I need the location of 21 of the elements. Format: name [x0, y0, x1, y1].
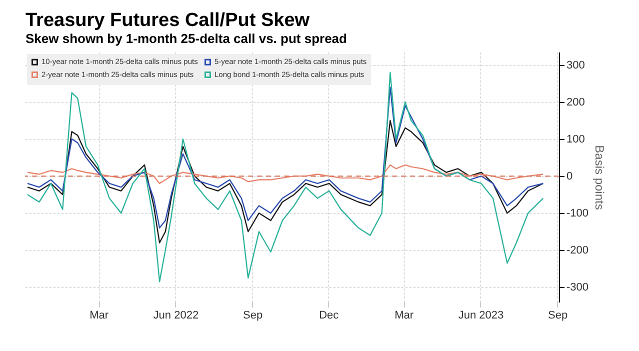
x-tick-label: Jun 2023 — [458, 310, 504, 322]
x-tick-label: Mar — [90, 310, 109, 322]
line-series — [26, 120, 544, 244]
y-tick-label: 300 — [566, 59, 585, 72]
x-tick-label: Sep — [243, 310, 263, 322]
y-tick-label: 100 — [566, 134, 585, 146]
line-series — [26, 86, 544, 229]
x-tick-label: Mar — [394, 310, 414, 322]
x-tick-label: Jun 2022 — [153, 310, 199, 322]
line-series — [26, 164, 544, 184]
y-tick-label: -200 — [566, 244, 589, 257]
y-tick-label: 200 — [566, 96, 585, 108]
chart-title: Treasury Futures Call/Put Skew — [26, 10, 310, 31]
chart-subtitle: Skew shown by 1-month 25-delta call vs. put spread — [26, 31, 348, 46]
x-tick-label: Dec — [319, 310, 340, 322]
y-tick-label: 0 — [566, 170, 573, 183]
y-axis-title: Basis points — [592, 145, 607, 210]
y-tick-label: -100 — [566, 208, 589, 220]
line-series — [26, 72, 544, 282]
x-tick-label: Sep — [548, 310, 568, 322]
y-tick-label: -300 — [566, 282, 589, 294]
